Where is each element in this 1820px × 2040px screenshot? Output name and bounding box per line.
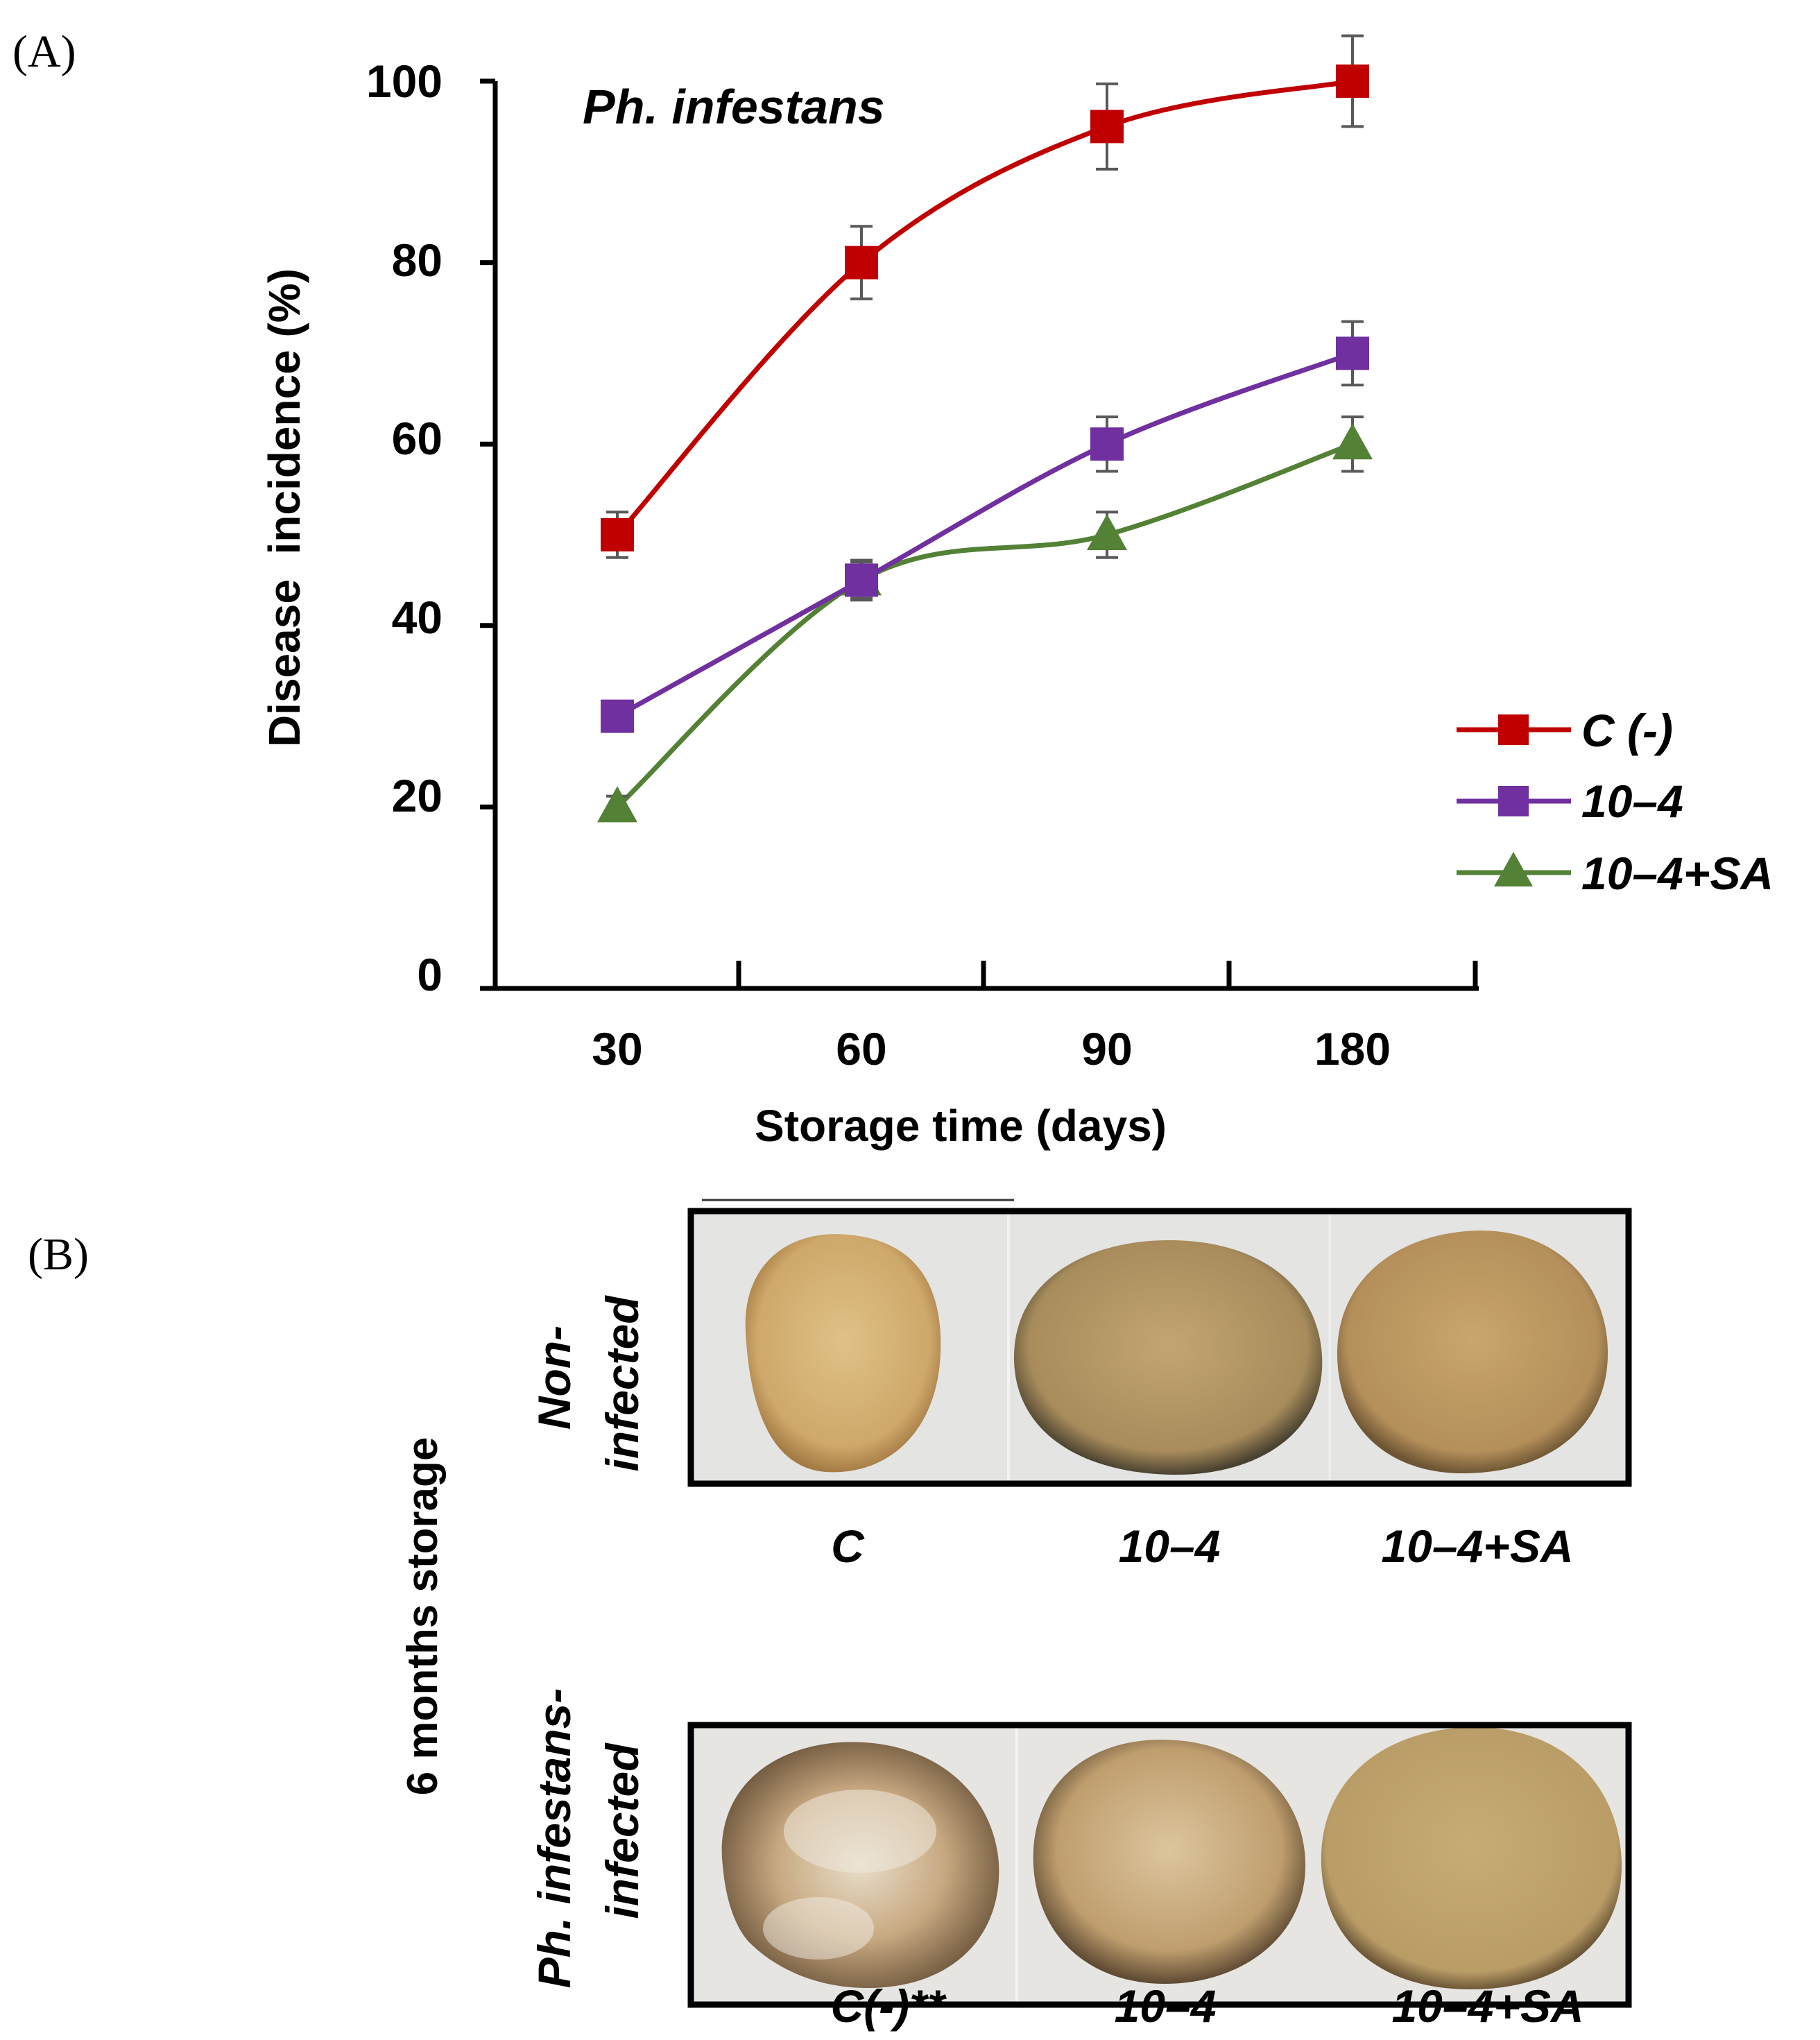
x-tick-label-90: 90 bbox=[1081, 1023, 1132, 1074]
legend-label-c: C (-) bbox=[1581, 705, 1673, 756]
series-line-10-4-sa bbox=[615, 441, 1355, 809]
y-axis-title: Disease incidence (%) bbox=[259, 268, 309, 747]
series-10-4-sa bbox=[597, 415, 1373, 823]
photo-divider bbox=[1007, 1211, 1010, 1484]
data-point bbox=[597, 786, 637, 823]
data-point bbox=[1336, 65, 1369, 98]
row1-caption-c: C bbox=[831, 1520, 865, 1572]
row1-caption-10-4: 10–4 bbox=[1119, 1520, 1221, 1572]
y-tick-label-80: 80 bbox=[392, 234, 443, 286]
data-point bbox=[1090, 427, 1124, 461]
legend-marker-c bbox=[1498, 714, 1529, 745]
row1-caption-10-4-sa: 10–4+SA bbox=[1381, 1520, 1573, 1572]
potato-slice-10-4-sa-infected bbox=[1321, 1726, 1622, 1989]
panel-b-label: (B) bbox=[28, 1229, 89, 1280]
y-tick-label-0: 0 bbox=[417, 949, 443, 1000]
x-tick-label-30: 30 bbox=[592, 1023, 642, 1074]
y-tick-label-40: 40 bbox=[392, 592, 443, 643]
row1-label-line1: Non- bbox=[529, 1326, 580, 1430]
data-point bbox=[1332, 423, 1373, 460]
mold-patch bbox=[784, 1790, 936, 1873]
row2-caption-c: C(-)** bbox=[831, 1980, 947, 2032]
chart: 100 80 60 40 20 0 30 60 90 180 Storage t… bbox=[259, 34, 1774, 1151]
x-axis-ticks bbox=[736, 961, 1478, 988]
legend-marker-10-4 bbox=[1498, 786, 1529, 816]
series-10-4 bbox=[601, 320, 1369, 733]
data-point bbox=[1336, 336, 1369, 370]
x-tick-label-60: 60 bbox=[836, 1023, 886, 1074]
data-point bbox=[601, 518, 634, 551]
row2-caption-10-4-sa: 10–4+SA bbox=[1391, 1980, 1583, 2032]
series-c bbox=[601, 34, 1369, 559]
photo-row-infected bbox=[687, 1722, 1632, 2008]
potato-slice-c bbox=[745, 1234, 941, 1473]
potato-slice-10-4-infected bbox=[1033, 1739, 1306, 1984]
row1-label-line2: infected bbox=[596, 1295, 648, 1472]
data-point bbox=[845, 246, 878, 280]
x-tick-label-180: 180 bbox=[1314, 1023, 1391, 1074]
side-label: 6 months storage bbox=[399, 1437, 447, 1796]
photo-row-noninfected bbox=[687, 1208, 1632, 1487]
data-point bbox=[845, 563, 878, 597]
mold-patch bbox=[763, 1897, 874, 1960]
row2-label-line1: Ph. infestans- bbox=[529, 1688, 580, 1989]
chart-title: Ph. infestans bbox=[583, 80, 885, 134]
y-tick-label-60: 60 bbox=[392, 413, 443, 464]
legend-label-10-4: 10–4 bbox=[1581, 775, 1683, 827]
series-line-10-4 bbox=[615, 350, 1355, 719]
data-point bbox=[601, 699, 634, 733]
photo-divider bbox=[1328, 1211, 1331, 1484]
legend-marker-10-4-sa bbox=[1494, 852, 1533, 886]
data-point bbox=[1090, 110, 1124, 144]
legend: C (-) 10–4 10–4+SA bbox=[1457, 705, 1774, 899]
photo-frame bbox=[687, 1722, 1632, 2008]
series-line-c bbox=[615, 78, 1355, 538]
y-tick-label-20: 20 bbox=[392, 770, 443, 821]
data-point bbox=[1087, 514, 1127, 550]
legend-label-10-4-sa: 10–4+SA bbox=[1581, 848, 1774, 899]
photo-frame bbox=[687, 1208, 1632, 1487]
photo-divider bbox=[1015, 1725, 1018, 2005]
y-tick-label-100: 100 bbox=[366, 55, 443, 107]
potato-slice-10-4-sa bbox=[1337, 1230, 1608, 1474]
plot-area bbox=[597, 34, 1373, 823]
x-axis-title: Storage time (days) bbox=[755, 1101, 1167, 1151]
row2-label-line2: infected bbox=[596, 1742, 648, 1919]
panel-a-label: (A) bbox=[12, 26, 76, 77]
potato-slice-10-4 bbox=[1013, 1240, 1323, 1475]
row2-caption-10-4: 10–4 bbox=[1115, 1980, 1217, 2032]
